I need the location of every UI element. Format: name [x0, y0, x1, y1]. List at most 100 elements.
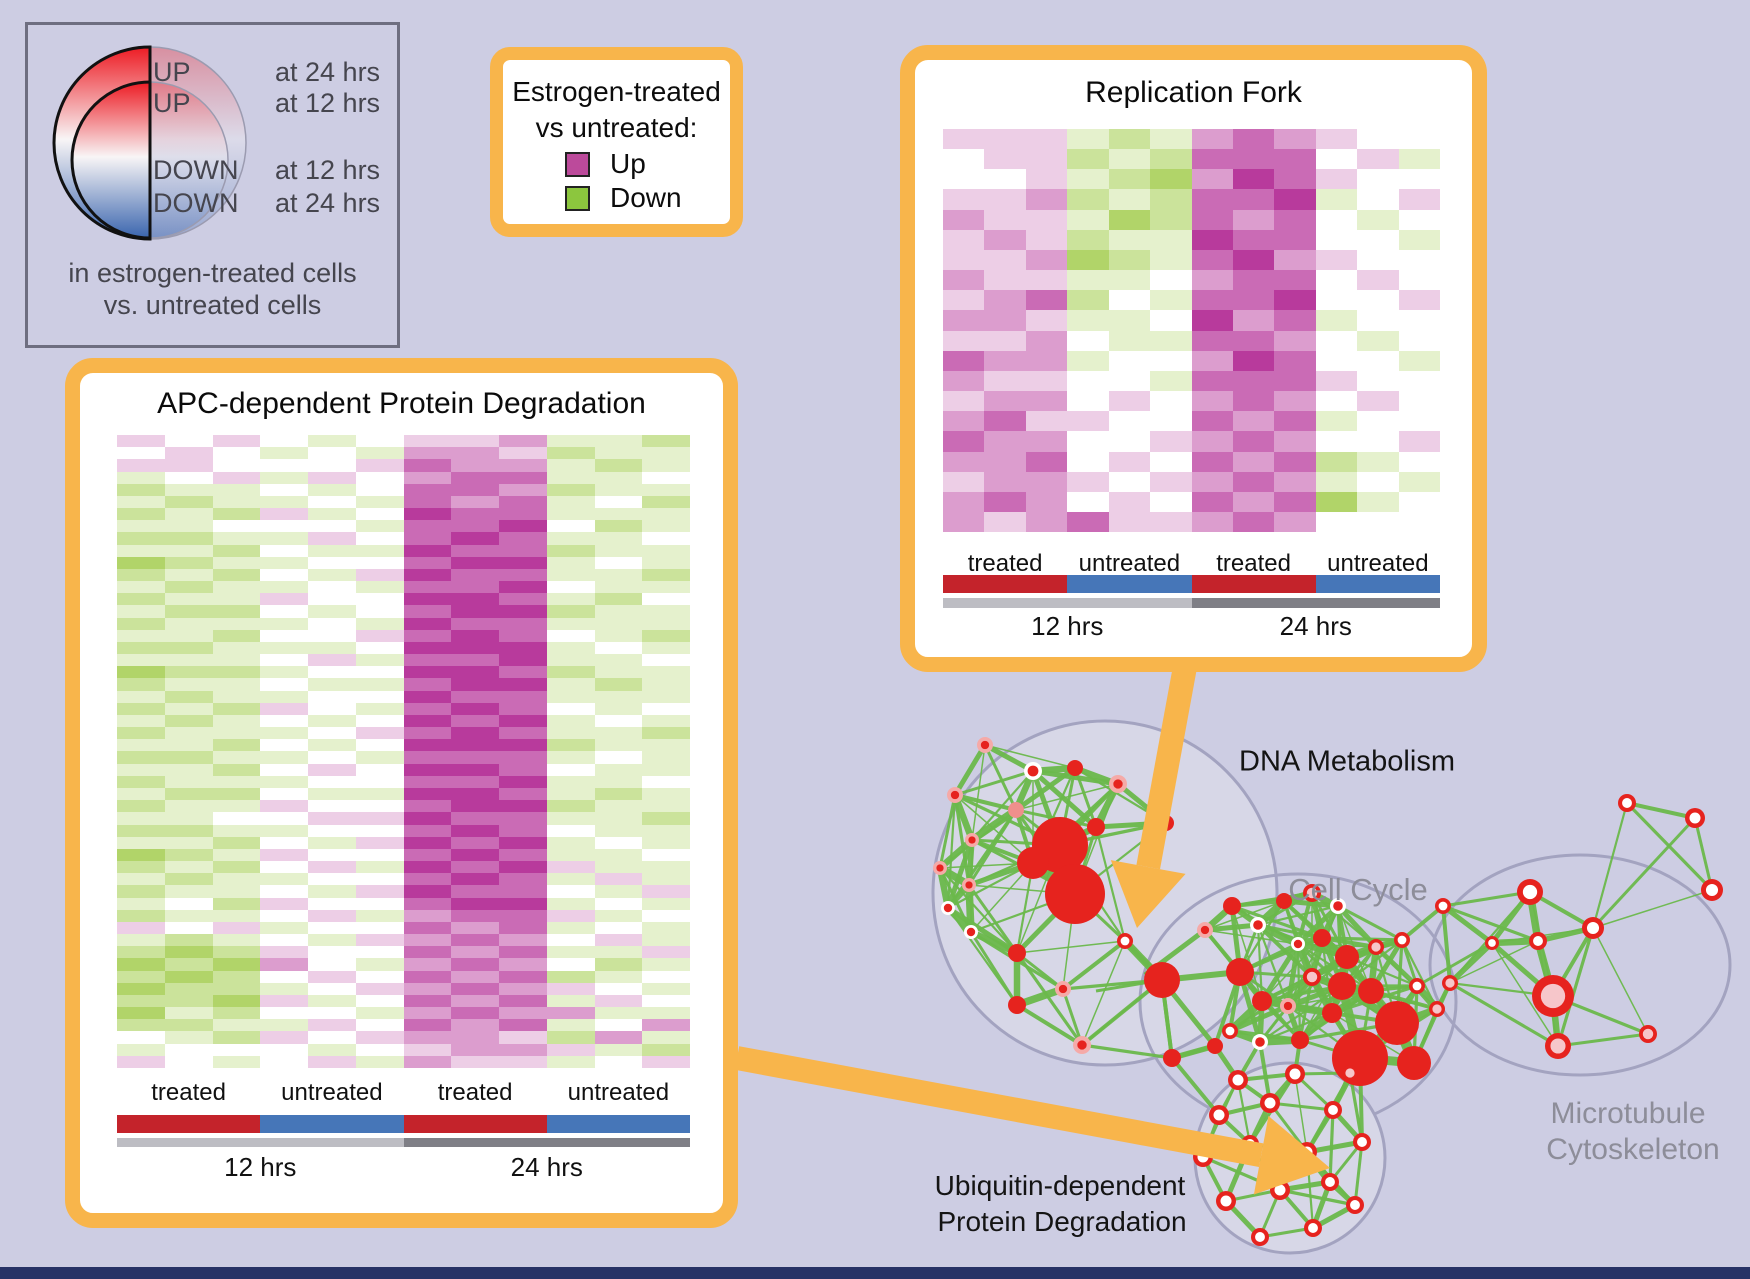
heatmap-cell [1108, 229, 1151, 250]
heatmap-cell [164, 1055, 213, 1068]
network-node-core [980, 740, 990, 750]
heatmap-cell [1357, 310, 1399, 331]
heatmap-cell [164, 702, 213, 715]
heatmap-cell [403, 836, 452, 849]
heatmap-cell [451, 556, 499, 569]
heatmap-cell [642, 617, 690, 630]
heatmap-cell [117, 714, 165, 728]
heatmap-cell [1398, 471, 1441, 492]
down-label: Down [610, 182, 682, 213]
heatmap-cell [642, 690, 690, 703]
heatmap-cell [546, 958, 595, 971]
heatmap-cell [164, 532, 213, 545]
heatmap-cell [499, 532, 547, 545]
heatmap-cell [308, 447, 356, 460]
network-edge [1258, 1041, 1272, 1104]
heatmap-cell [1315, 370, 1358, 392]
heatmap-cell [1108, 270, 1151, 291]
heatmap-cell [499, 1007, 547, 1020]
heatmap-cell [451, 568, 499, 582]
legend-dir-down-12: DOWN [153, 155, 239, 185]
heatmap-cell [164, 1031, 213, 1044]
network-edge [1279, 1188, 1356, 1207]
network-edge [1261, 998, 1333, 1016]
heatmap-cell [117, 471, 165, 484]
heatmap-cell [1274, 209, 1316, 230]
network-edge [967, 884, 1019, 954]
heatmap-cell [403, 495, 452, 509]
heatmap-cell [260, 556, 308, 569]
heatmap-cell [260, 617, 308, 630]
heatmap-cell [451, 739, 499, 752]
heatmap-cell [308, 581, 356, 594]
heatmap-cell [984, 209, 1026, 230]
heatmap-cell [260, 1007, 308, 1020]
network-node-core [1438, 901, 1448, 911]
heatmap-cell [164, 909, 213, 922]
heatmap-cell [1274, 310, 1316, 331]
heatmap-cell [499, 824, 547, 837]
heatmap-cell [260, 885, 308, 898]
network-node-core [1522, 884, 1538, 900]
condition-label: treated [151, 1079, 226, 1106]
heatmap-cell [546, 763, 595, 776]
heatmap-cell [403, 629, 452, 642]
network-edge [1592, 927, 1649, 1035]
heatmap-cell [451, 1031, 499, 1044]
heatmap-cell [117, 982, 165, 995]
heatmap-cell [594, 605, 643, 618]
heatmap-cell [308, 763, 356, 776]
heatmap-cell [212, 824, 261, 837]
heatmap-cell [499, 678, 547, 691]
heatmap-cell [355, 641, 404, 655]
heatmap-cell [499, 800, 547, 813]
heatmap-cell [403, 605, 452, 618]
heatmap-cell [642, 593, 690, 606]
heatmap-cell [355, 1031, 404, 1044]
heatmap-cell [499, 690, 547, 703]
heatmap-cell [1150, 471, 1192, 492]
heatmap-cell [1108, 310, 1151, 331]
heatmap-cell [1232, 451, 1275, 472]
heatmap-cell [499, 556, 547, 569]
heatmap-cell [308, 556, 356, 569]
heatmap-cell [546, 751, 595, 764]
heatmap-cell [403, 848, 452, 862]
heatmap-cell [403, 775, 452, 788]
heatmap-cell [1150, 290, 1192, 311]
heatmap-cell [546, 495, 595, 509]
heatmap-cell [164, 605, 213, 618]
up-label: Up [610, 148, 646, 179]
heatmap-cell [117, 495, 165, 509]
heatmap-cell [451, 690, 499, 703]
heatmap-cell [546, 556, 595, 569]
network-edge [1236, 1079, 1252, 1145]
heatmap-cell [164, 873, 213, 886]
heatmap-cell [499, 934, 547, 947]
heatmap-cell [355, 702, 404, 715]
heatmap-cell [642, 678, 690, 691]
heatmap-cell [164, 958, 213, 971]
heatmap-cell [943, 491, 985, 512]
network-node [1207, 1038, 1223, 1054]
heatmap-cell [308, 1055, 356, 1068]
heatmap-cell [1274, 370, 1316, 392]
heatmap-cell [1191, 330, 1233, 351]
heatmap-cell [260, 824, 308, 837]
heatmap-cell [1150, 350, 1192, 371]
heatmap-cell [355, 921, 404, 935]
heatmap-cell [499, 994, 547, 1008]
heatmap-cell [451, 714, 499, 728]
heatmap-cell [260, 897, 308, 910]
microtubule-label-line1: Microtubule [1550, 1097, 1706, 1130]
time-label-24hrs: 24 hrs [1279, 611, 1352, 641]
apc-degradation-panel: APC-dependent Protein Degradation treate… [65, 358, 738, 1228]
heatmap-cell [355, 934, 404, 947]
heatmap-cell [308, 739, 356, 752]
network-node-core [1445, 978, 1455, 988]
microtubule-cluster [1428, 853, 1732, 1077]
heatmap-cell [594, 824, 643, 837]
network-edge [1442, 904, 1539, 943]
heatmap-cell [594, 508, 643, 521]
heatmap-cell [260, 982, 308, 995]
